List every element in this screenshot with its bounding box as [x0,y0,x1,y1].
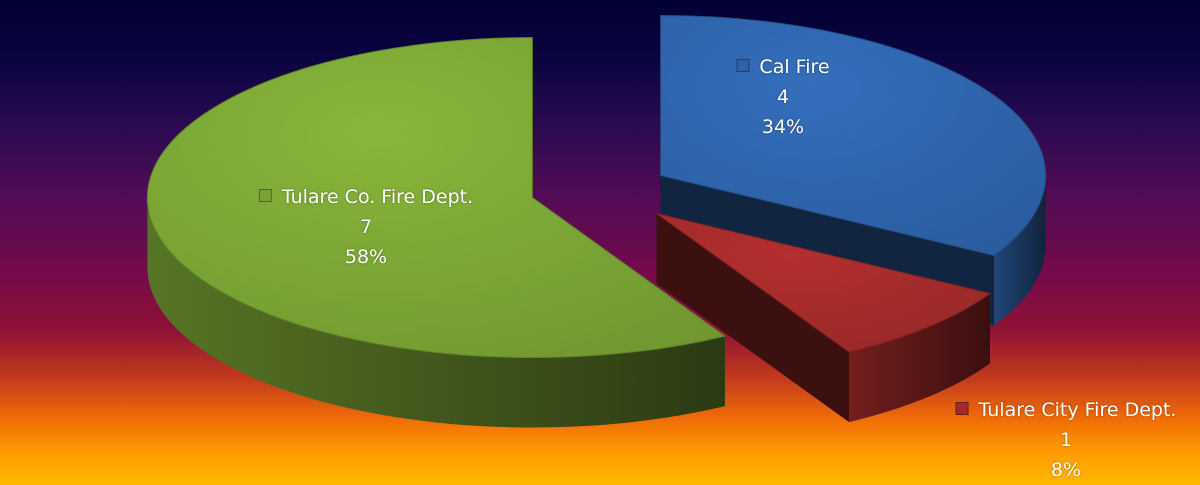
pie-slice-cal-fire [660,14,1047,256]
tulare-co-value: 7 [359,216,373,238]
tulare-city-value: 1 [1059,429,1073,451]
cal-fire-name: Cal Fire [759,56,830,78]
tulare-city-swatch [955,402,969,415]
slice-label-tulare-co: Tulare Co. Fire Dept. 7 58% [258,182,474,272]
slice-label-tulare-city: Tulare City Fire Dept. 1 8% [955,395,1177,485]
tulare-co-name: Tulare Co. Fire Dept. [281,186,474,208]
tulare-city-name: Tulare City Fire Dept. [978,399,1177,421]
pie-slice-tulare-co-fire-dept [146,37,727,359]
slice-label-cal-fire: Cal Fire 4 34% [736,52,830,142]
tulare-city-percent: 8% [1050,459,1082,481]
cal-fire-value: 4 [776,86,790,108]
tulare-co-swatch [258,189,272,202]
tulare-co-percent: 58% [344,246,388,268]
cal-fire-swatch [736,59,750,72]
cal-fire-percent: 34% [761,116,805,138]
pie-slice-tulare-city-fire-dept [656,213,992,353]
